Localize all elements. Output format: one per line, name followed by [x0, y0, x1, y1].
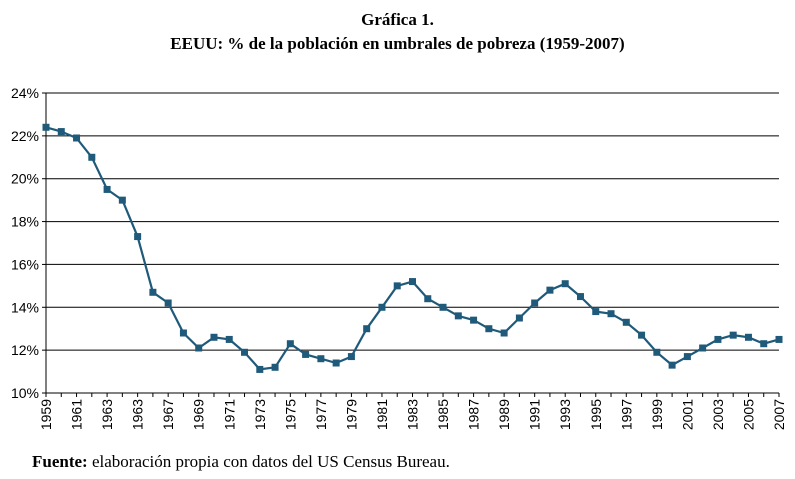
source-note: Fuente: elaboración propia con datos del…	[32, 452, 450, 472]
data-point-1979	[347, 353, 355, 361]
data-point-1992	[546, 286, 554, 294]
data-point-1959	[42, 123, 50, 131]
y-tick-label-12: 12%	[11, 342, 39, 358]
data-point-1963	[103, 185, 111, 193]
data-point-1961	[73, 134, 81, 142]
x-tick-label-2007: 2007	[771, 399, 787, 430]
x-tick-label-1989: 1989	[496, 399, 512, 430]
data-point-1974	[271, 363, 279, 371]
x-tick-label-2003: 2003	[710, 399, 726, 430]
x-tick-label-1999: 1999	[649, 399, 665, 430]
data-point-2000	[668, 361, 676, 369]
data-point-1977	[317, 355, 325, 363]
data-point-1966	[149, 288, 157, 296]
data-point-1995	[592, 308, 600, 316]
data-point-2001	[683, 353, 691, 361]
data-point-1969	[195, 344, 203, 352]
line-chart: 10% 12% 14% 16% 18% 20% 22% 24% 1959 1961 1963 196…	[11, 85, 787, 430]
data-point-1970	[210, 333, 218, 341]
x-tick-label-1969: 1969	[191, 399, 207, 430]
x-tick-label-1977: 1977	[313, 399, 329, 430]
x-tick-label-1987: 1987	[466, 399, 482, 430]
data-point-2006	[760, 340, 768, 348]
y-tick-label-24: 24%	[11, 85, 39, 101]
x-tick-label-1983: 1983	[405, 399, 421, 430]
y-tick-label-16: 16%	[11, 256, 39, 272]
data-point-2005	[744, 333, 752, 341]
data-point-1999	[653, 348, 661, 356]
data-point-2002	[699, 344, 707, 352]
data-point-1965	[134, 233, 142, 241]
x-tick-label-1975: 1975	[282, 399, 298, 430]
data-point-1964	[118, 196, 126, 204]
y-tick-label-22: 22%	[11, 128, 39, 144]
chart-axes	[45, 93, 779, 394]
data-point-1982	[393, 282, 401, 290]
source-label: Fuente:	[32, 452, 88, 471]
x-tick-label-1965: 1963	[130, 399, 146, 430]
x-tick-label-1963: 1963	[99, 399, 115, 430]
data-point-1990	[515, 314, 523, 322]
data-point-1978	[332, 359, 340, 367]
x-tick-label-1973: 1973	[252, 399, 268, 430]
y-tick-label-14: 14%	[11, 299, 39, 315]
x-tick-label-1979: 1979	[343, 399, 359, 430]
x-tick-label-1997: 1997	[618, 399, 634, 430]
data-point-1983	[409, 278, 416, 286]
data-point-2003	[714, 335, 722, 343]
data-point-1997	[622, 318, 630, 326]
data-point-1973	[256, 365, 264, 373]
chart-title: Gráfica 1.	[361, 10, 434, 29]
data-point-1980	[363, 325, 371, 333]
series-group	[42, 123, 783, 373]
x-tick-label-1985: 1985	[435, 399, 451, 430]
data-point-2007	[775, 335, 783, 343]
data-point-1968	[179, 329, 187, 337]
data-point-2004	[729, 331, 737, 339]
x-tick-label-1981: 1981	[374, 399, 390, 430]
y-tick-label-10: 10%	[11, 385, 39, 401]
x-tick-label-1991: 1991	[527, 399, 543, 430]
x-axis-ticks: 1959 1961 1963 1963 1967 1969 1971 1973 1975 1977…	[38, 393, 787, 430]
x-tick-label-1971: 1971	[221, 399, 237, 430]
data-point-1981	[378, 303, 386, 311]
data-point-1989	[500, 329, 508, 337]
x-tick-label-1967: 1967	[160, 399, 176, 430]
data-point-1975	[286, 340, 294, 348]
x-tick-label-2005: 2005	[740, 399, 756, 430]
y-tick-label-20: 20%	[11, 171, 39, 187]
data-point-1987	[470, 316, 478, 324]
source-text: elaboración propia con datos del US Cens…	[87, 452, 450, 471]
data-point-1976	[302, 350, 310, 358]
data-point-1985	[439, 303, 447, 311]
x-tick-label-1995: 1995	[588, 399, 604, 430]
data-point-1971	[225, 335, 233, 343]
data-point-1960	[57, 128, 65, 136]
data-point-1998	[638, 331, 646, 339]
data-point-1967	[164, 299, 172, 307]
x-tick-label-2001: 2001	[679, 399, 695, 430]
x-tick-label-1993: 1993	[557, 399, 573, 430]
data-point-1986	[454, 312, 462, 320]
data-point-1984	[424, 295, 432, 303]
data-point-1994	[576, 293, 584, 301]
grid-lines	[46, 92, 779, 394]
data-point-1988	[485, 325, 493, 333]
x-tick-label-1959: 1959	[38, 399, 54, 430]
y-tick-label-18: 18%	[11, 214, 39, 230]
series-line-0	[45, 126, 780, 371]
y-axis-ticks: 10% 12% 14% 16% 18% 20% 22% 24%	[11, 85, 46, 401]
data-point-1996	[607, 310, 615, 318]
data-point-1962	[88, 153, 96, 161]
x-tick-label-1961: 1961	[69, 399, 85, 430]
data-point-1993	[561, 280, 569, 288]
chart-subtitle: EEUU: % de la población en umbrales de p…	[170, 34, 625, 53]
data-point-1991	[531, 299, 539, 307]
data-point-1972	[241, 348, 249, 356]
